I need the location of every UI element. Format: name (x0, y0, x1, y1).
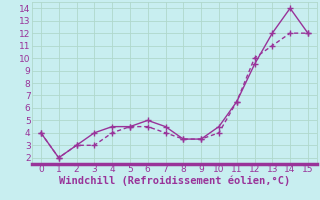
X-axis label: Windchill (Refroidissement éolien,°C): Windchill (Refroidissement éolien,°C) (59, 176, 290, 186)
